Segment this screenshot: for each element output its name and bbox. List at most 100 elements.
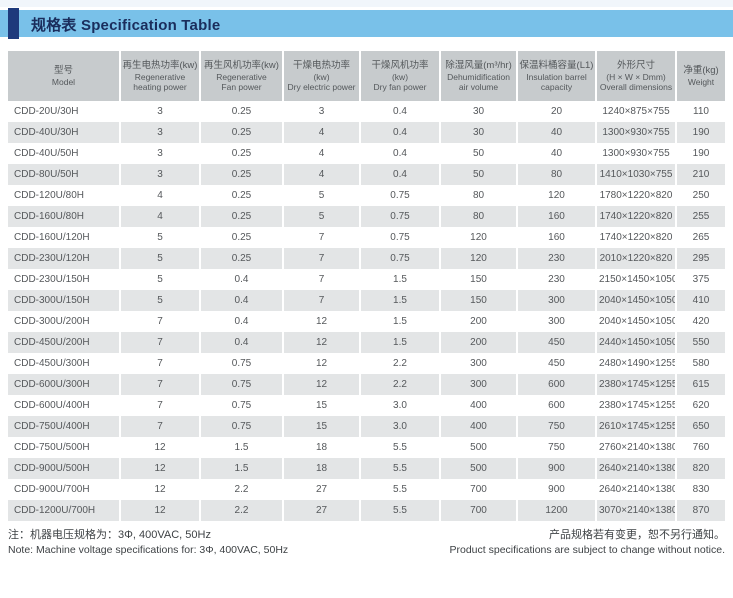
value-cell: 2040×1450×1050	[595, 290, 676, 311]
table-row: CDD-160U/80H 4 0.25 5 0.75 80 160 1740×1220×820…	[8, 206, 725, 227]
table-row: CDD-450U/200H 7 0.4 12 1.5 200 450 2440×1450×10…	[8, 332, 725, 353]
value-cell: 1.5	[359, 269, 440, 290]
table-row: CDD-20U/30H 3 0.25 3 0.4 30 20 1240×875×755 110	[8, 101, 725, 122]
value-cell: 110	[675, 101, 725, 122]
value-cell: 820	[675, 458, 725, 479]
table-row: CDD-900U/700H 12 2.2 27 5.5 700 900 2640×2140×1…	[8, 479, 725, 500]
value-cell: 200	[439, 332, 517, 353]
value-cell: 5	[119, 269, 200, 290]
column-header-line: Regenerative	[216, 71, 267, 82]
value-cell: 1410×1030×755	[595, 164, 676, 185]
footer: 注：机器电压规格为：3Φ, 400VAC, 50Hz Note: Machine…	[8, 528, 725, 557]
column-header-3: 干燥电热功率 (kw) Dry electric power	[282, 51, 360, 101]
value-cell: 600	[516, 395, 596, 416]
column-header-line: 净重(kg)	[683, 64, 719, 76]
value-cell: 0.4	[199, 311, 283, 332]
value-cell: 550	[675, 332, 725, 353]
value-cell: 2380×1745×1255	[595, 374, 676, 395]
value-cell: 30	[439, 122, 517, 143]
value-cell: 27	[282, 479, 360, 500]
table-row: CDD-750U/500H 12 1.5 18 5.5 500 750 2760×2140×1…	[8, 437, 725, 458]
note-disclaimer-en: Product specifications are subject to ch…	[449, 544, 726, 556]
column-header-line: 干燥电热功率	[292, 59, 350, 71]
model-cell: CDD-160U/120H	[14, 232, 90, 243]
value-cell: 0.75	[199, 374, 283, 395]
value-cell: 3.0	[359, 395, 440, 416]
column-header-line: capacity	[540, 82, 573, 92]
value-cell: 80	[516, 164, 596, 185]
value-cell: 2440×1450×1050	[595, 332, 676, 353]
value-cell: 12	[119, 479, 200, 500]
model-cell: CDD-900U/700H	[14, 484, 90, 495]
value-cell: 50	[439, 164, 517, 185]
column-header-line: (H × W × Dmm)	[606, 71, 666, 82]
value-cell: 5.5	[359, 500, 440, 521]
title-accent-block	[8, 8, 19, 39]
table-row: CDD-230U/150H 5 0.4 7 1.5 150 230 2150×1450×105…	[8, 269, 725, 290]
column-header-line: Overall dimensions	[599, 82, 673, 92]
model-cell: CDD-40U/50H	[14, 148, 79, 159]
model-cell: CDD-230U/120H	[8, 248, 120, 269]
value-cell: 5.5	[359, 458, 440, 479]
column-header-line: Insulation barrel	[526, 71, 587, 82]
header-row: 型号 Model 再生电热功率(kw) Regenerative heating pow…	[8, 51, 725, 101]
value-cell: 300	[439, 374, 517, 395]
value-cell: 3.0	[359, 416, 440, 437]
value-cell: 410	[675, 290, 725, 311]
model-cell: CDD-20U/30H	[14, 106, 79, 117]
value-cell: 580	[675, 353, 725, 374]
value-cell: 4	[282, 122, 360, 143]
value-cell: 620	[675, 395, 725, 416]
column-header-line: Dry electric power	[287, 82, 356, 92]
value-cell: 1.5	[199, 437, 283, 458]
value-cell: 50	[439, 143, 517, 164]
value-cell: 5	[119, 290, 200, 311]
value-cell: 1.5	[199, 458, 283, 479]
value-cell: 3070×2140×1380	[595, 500, 676, 521]
table-row: CDD-600U/300H 7 0.75 12 2.2 300 600 2380×1745×1…	[8, 374, 725, 395]
value-cell: 1.5	[359, 290, 440, 311]
table-row: CDD-750U/400H 7 0.75 15 3.0 400 750 2610×1745×1…	[8, 416, 725, 437]
value-cell: 2040×1450×1050	[595, 311, 676, 332]
model-cell: CDD-750U/400H	[8, 416, 120, 437]
column-header-line: (kw)	[391, 71, 409, 82]
value-cell: 450	[516, 332, 596, 353]
value-cell: 27	[282, 500, 360, 521]
value-cell: 255	[675, 206, 725, 227]
value-cell: 265	[675, 227, 725, 248]
page-title: 规格表 Specification Table	[31, 14, 220, 35]
note-machine-voltage: 注：机器电压规格为：3Φ, 400VAC, 50Hz Note: Machine…	[8, 528, 288, 557]
value-cell: 12	[282, 332, 360, 353]
value-cell: 190	[675, 143, 725, 164]
table-row: CDD-230U/120H 5 0.25 7 0.75 120 230 2010×1220×8…	[8, 248, 725, 269]
value-cell: 2.2	[359, 374, 440, 395]
value-cell: 7	[119, 311, 200, 332]
value-cell: 7	[119, 332, 200, 353]
column-header-line: 干燥风机功率	[371, 59, 429, 71]
value-cell: 18	[282, 458, 360, 479]
value-cell: 40	[516, 122, 596, 143]
value-cell: 7	[119, 353, 200, 374]
value-cell: 5	[119, 227, 200, 248]
value-cell: 450	[516, 353, 596, 374]
value-cell: 500	[439, 458, 517, 479]
column-header-7: 外形尺寸 (H × W × Dmm) Overall dimensions	[595, 51, 676, 101]
model-cell: CDD-1200U/700H	[8, 500, 120, 521]
table-row: CDD-120U/80H 4 0.25 5 0.75 80 120 1780×1220×820…	[8, 185, 725, 206]
value-cell: 0.4	[359, 143, 440, 164]
model-cell: CDD-600U/400H	[14, 400, 90, 411]
value-cell: 12	[119, 458, 200, 479]
table-row: CDD-300U/150H 5 0.4 7 1.5 150 300 2040×1450×105…	[8, 290, 725, 311]
value-cell: 0.75	[359, 248, 440, 269]
section-title-bar: 规格表 Specification Table	[0, 8, 733, 39]
value-cell: 0.25	[199, 101, 283, 122]
table-row: CDD-900U/500H 12 1.5 18 5.5 500 900 2640×2140×1…	[8, 458, 725, 479]
value-cell: 150	[439, 290, 517, 311]
page-title-zh: 规格表	[31, 17, 77, 34]
value-cell: 15	[282, 416, 360, 437]
column-header-line: Model	[51, 76, 76, 87]
spec-table: 型号 Model 再生电热功率(kw) Regenerative heating pow…	[8, 51, 725, 521]
note-machine-voltage-zh: 注：机器电压规格为：3Φ, 400VAC, 50Hz	[8, 529, 211, 541]
value-cell: 0.25	[199, 164, 283, 185]
value-cell: 0.75	[359, 185, 440, 206]
